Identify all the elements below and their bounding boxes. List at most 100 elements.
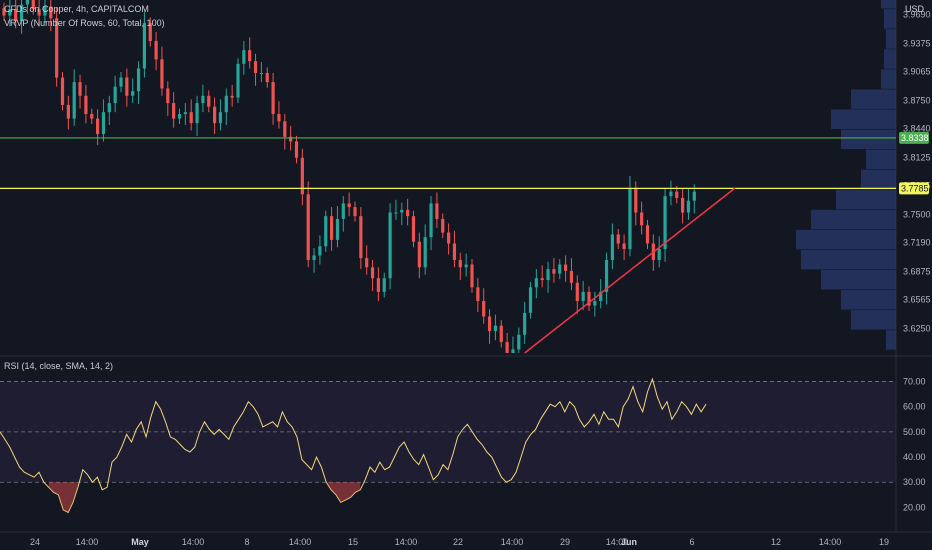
volume-profile-bar	[811, 209, 896, 230]
volume-profile-bar	[801, 249, 896, 270]
rsi-axis-label: 60.00	[903, 402, 926, 412]
candle-body	[452, 243, 457, 260]
candle-body	[107, 103, 111, 113]
candle-body	[663, 196, 667, 250]
volume-profile-bar	[881, 0, 896, 9]
volume-profile-bar	[831, 109, 896, 129]
rsi-axis-label: 20.00	[903, 502, 926, 512]
candle-body	[493, 325, 497, 332]
candle-body	[8, 9, 12, 16]
time-axis-label: 6	[689, 537, 694, 547]
price-axis-label: 3.7190	[903, 238, 931, 248]
indicator-legend[interactable]: VRVP (Number Of Rows, 60, Total, 100)	[4, 18, 165, 28]
price-axis-label: 3.8750	[903, 95, 931, 105]
price-axis-label: 3.9065	[903, 67, 931, 77]
candle-body	[587, 291, 591, 306]
candle-body	[189, 112, 193, 124]
time-axis-label: 12	[771, 537, 781, 547]
candle-body	[511, 349, 515, 353]
candle-body	[628, 188, 632, 250]
rsi-label: RSI (14, close, SMA, 14, 2)	[4, 361, 114, 371]
candle-body	[318, 246, 322, 256]
candle-body	[160, 59, 164, 89]
candle-body	[558, 264, 562, 274]
candle-body	[523, 312, 527, 335]
candle-body	[581, 291, 585, 302]
candle-body	[113, 86, 117, 104]
symbol-legend[interactable]: CFDs on Copper, 4h, CAPITALCOM	[4, 4, 149, 14]
candle-body	[382, 278, 386, 292]
candle-body	[429, 203, 433, 238]
candle-body	[622, 243, 626, 250]
rsi-oversold-fill	[48, 482, 78, 513]
candle-body	[540, 278, 544, 281]
candle-body	[312, 255, 316, 260]
candle-body	[289, 136, 293, 142]
volume-profile-bar	[821, 269, 896, 290]
rsi-axis-label: 70.00	[903, 377, 926, 387]
candle-body	[353, 207, 357, 217]
candle-body	[517, 334, 521, 350]
rsi-line	[0, 377, 707, 514]
candle-body	[675, 191, 679, 198]
candle-body	[248, 50, 252, 62]
candle-body	[487, 316, 492, 332]
candle-body	[640, 212, 644, 226]
candle-body	[335, 218, 340, 240]
candle-body	[552, 269, 556, 274]
candle-body	[476, 287, 480, 302]
candle-body	[183, 112, 187, 115]
candle-body	[96, 118, 100, 135]
rsi-axis-label: 50.00	[903, 427, 926, 437]
vrvp-label: VRVP (Number Of Rows, 60, Total, 100)	[4, 18, 165, 28]
candle-body	[90, 114, 94, 119]
candle-body	[376, 278, 380, 292]
candle-body	[66, 104, 70, 119]
candle-body	[294, 141, 299, 158]
candle-body	[142, 22, 146, 69]
candle-body	[49, 6, 53, 19]
time-axis-label: 14:00	[182, 537, 205, 547]
candle-body	[25, 0, 29, 5]
candle-body	[125, 77, 129, 96]
candle-body	[224, 95, 228, 113]
candle-body	[14, 9, 18, 21]
candle-body	[172, 103, 176, 119]
rsi-oversold-fill	[326, 482, 361, 503]
candle-body	[277, 114, 281, 122]
candle-body	[177, 114, 182, 119]
time-axis-label: 8	[244, 537, 249, 547]
candle-body	[242, 50, 246, 64]
candle-body	[330, 216, 334, 240]
time-axis-label: 15	[348, 537, 358, 547]
price-axis-label: 3.8125	[903, 152, 931, 162]
candle-body	[575, 282, 579, 302]
candle-body	[218, 112, 223, 124]
rsi-legend[interactable]: RSI (14, close, SMA, 14, 2)	[4, 361, 113, 371]
trend-line	[524, 187, 736, 354]
candle-body	[84, 95, 88, 115]
candle-body	[528, 287, 533, 313]
candle-body	[505, 342, 509, 353]
candle-body	[60, 77, 65, 105]
volume-profile-bar	[884, 49, 896, 69]
candle-body	[482, 301, 486, 317]
time-axis-label: 14:00	[395, 537, 418, 547]
candle-body	[370, 267, 375, 279]
candle-body	[119, 77, 123, 87]
price-badge-label: 3.7785	[901, 183, 929, 193]
time-axis-label: 22	[453, 537, 463, 547]
candle-body	[213, 106, 217, 124]
price-axis-label: 3.9690	[903, 10, 931, 20]
candle-body	[417, 241, 421, 268]
candle-body	[253, 61, 258, 73]
time-axis-label: 14:00	[606, 537, 629, 547]
volume-profile-bar	[886, 29, 896, 49]
volume-profile-bar	[841, 129, 896, 149]
volume-profile-bar	[884, 9, 896, 29]
candle-body	[593, 301, 597, 306]
candle-body	[300, 157, 304, 195]
candle-body	[447, 232, 451, 244]
